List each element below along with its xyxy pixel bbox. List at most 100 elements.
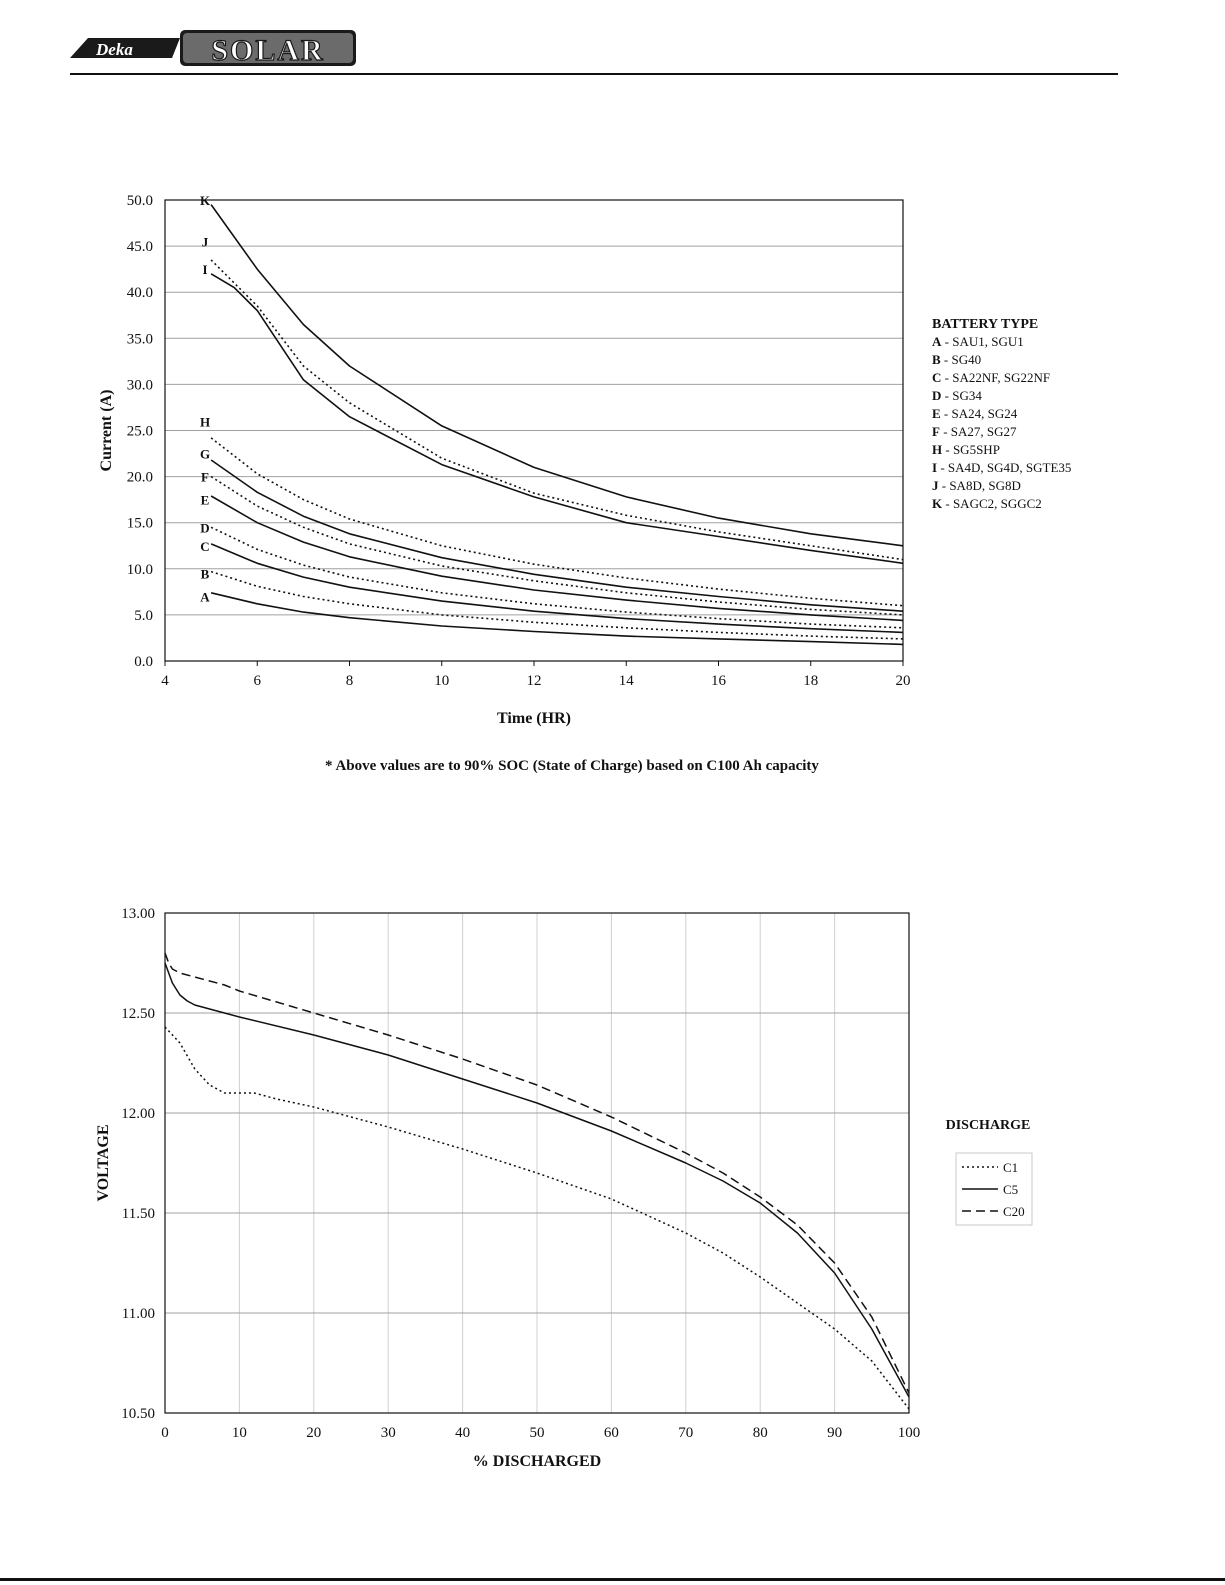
legend-entry-letter: K — [932, 496, 943, 511]
legend-entry-desc: - SAGC2, SGGC2 — [942, 496, 1042, 511]
curve-label-f: F — [201, 470, 209, 485]
x-tick-label: 100 — [898, 1425, 921, 1441]
legend-entry-c: C - SA22NF, SG22NF — [932, 370, 1050, 385]
x-tick-label: 14 — [619, 673, 635, 689]
legend-entry-e: E - SA24, SG24 — [932, 406, 1018, 421]
legend-label-c5: C5 — [1003, 1182, 1018, 1197]
logo-text-deka: Deka — [95, 40, 133, 59]
legend-entry-desc: - SG5SHP — [942, 442, 1000, 457]
x-tick-label: 70 — [678, 1425, 693, 1441]
series-line-c — [210, 543, 904, 634]
plot-frame — [164, 199, 904, 662]
deka-solar-logo: Deka SOLAR — [70, 30, 356, 68]
logo-text-solar: SOLAR — [211, 34, 324, 67]
legend-label-c1: C1 — [1003, 1160, 1018, 1175]
legend-title: DISCHARGE — [946, 1118, 1031, 1133]
y-tick-label: 35.0 — [127, 331, 153, 347]
curve-label-a: A — [200, 589, 210, 604]
y-tick-label: 11.50 — [122, 1206, 155, 1222]
legend-entry-h: H - SG5SHP — [932, 442, 1000, 457]
legend-entry-desc: - SA8D, SG8D — [939, 478, 1021, 493]
series-line-g — [210, 459, 904, 612]
x-axis-title: % DISCHARGED — [473, 1453, 601, 1470]
header-rule — [70, 73, 1118, 75]
legend-entry-k: K - SAGC2, SGGC2 — [932, 496, 1042, 511]
curve-label-j: J — [202, 234, 209, 249]
curve-label-i: I — [202, 262, 207, 277]
x-tick-label: 0 — [161, 1425, 169, 1441]
legend-entry-desc: - SAU1, SGU1 — [941, 334, 1023, 349]
series-line-b — [210, 570, 904, 640]
legend-entry-letter: F — [932, 424, 940, 439]
legend-entry-desc: - SG34 — [941, 388, 982, 403]
legend-entry-letter: A — [932, 334, 942, 349]
solar-wordmark: SOLAR — [180, 30, 356, 68]
y-tick-label: 45.0 — [127, 239, 153, 255]
legend-entry-f: F - SA27, SG27 — [932, 424, 1017, 439]
x-tick-label: 10 — [434, 673, 449, 689]
x-tick-label: 6 — [254, 673, 262, 689]
series-line-c1 — [164, 1026, 910, 1410]
legend-entry-a: A - SAU1, SGU1 — [932, 334, 1024, 349]
y-tick-label: 25.0 — [127, 424, 153, 440]
legend-entry-letter: H — [932, 442, 942, 457]
y-tick-label: 12.00 — [121, 1106, 155, 1122]
x-tick-label: 4 — [161, 673, 169, 689]
y-tick-label: 50.0 — [127, 193, 153, 209]
legend-entry-letter: E — [932, 406, 941, 421]
legend-label-c20: C20 — [1003, 1204, 1025, 1219]
legend-title: BATTERY TYPE — [932, 317, 1038, 332]
x-tick-label: 18 — [803, 673, 818, 689]
footnote: * Above values are to 90% SOC (State of … — [325, 758, 819, 774]
x-tick-label: 80 — [753, 1425, 768, 1441]
legend-entry-letter: I — [932, 460, 937, 475]
x-tick-label: 16 — [711, 673, 727, 689]
y-axis-title: Current (A) — [98, 390, 115, 472]
x-tick-label: 60 — [604, 1425, 619, 1441]
series-line-a — [210, 592, 904, 646]
legend-entry-desc: - SG40 — [941, 352, 981, 367]
series-line-c5 — [164, 962, 910, 1398]
legend-entry-desc: - SA22NF, SG22NF — [941, 370, 1050, 385]
legend-entry-desc: - SA4D, SG4D, SGTE35 — [937, 460, 1071, 475]
legend-entry-j: J - SA8D, SG8D — [932, 478, 1021, 493]
x-tick-label: 8 — [346, 673, 354, 689]
curve-label-k: K — [200, 193, 211, 208]
legend-entry-desc: - SA27, SG27 — [940, 424, 1017, 439]
x-tick-label: 90 — [827, 1425, 842, 1441]
curve-label-d: D — [200, 520, 209, 535]
legend-entry-letter: D — [932, 388, 941, 403]
series-line-j — [210, 259, 904, 561]
curve-label-b: B — [201, 566, 210, 581]
x-tick-label: 20 — [306, 1425, 321, 1441]
footer-rule — [0, 1578, 1225, 1581]
legend-entry-letter: C — [932, 370, 941, 385]
curve-label-c: C — [200, 539, 209, 554]
y-tick-label: 20.0 — [127, 470, 153, 486]
x-tick-label: 20 — [896, 673, 911, 689]
x-tick-label: 50 — [530, 1425, 545, 1441]
legend-entry-b: B - SG40 — [932, 352, 981, 367]
x-tick-label: 40 — [455, 1425, 470, 1441]
current-vs-time-chart: 0.0 5.0 10.0 15.0 20.0 25.0 30.0 35.0 40.0 45.0 50… — [98, 193, 1071, 774]
y-tick-label: 13.00 — [121, 906, 155, 922]
y-axis-title: VOLTAGE — [95, 1124, 112, 1201]
x-tick-label: 12 — [527, 673, 542, 689]
y-tick-label: 5.0 — [134, 608, 153, 624]
legend-entry-d: D - SG34 — [932, 388, 982, 403]
plot-frame — [164, 912, 910, 1414]
curve-label-e: E — [201, 493, 210, 508]
series-line-h — [210, 437, 904, 607]
x-tick-label: 30 — [381, 1425, 396, 1441]
y-tick-label: 11.00 — [122, 1306, 155, 1322]
curve-label-g: G — [200, 447, 210, 462]
y-tick-label: 0.0 — [134, 654, 153, 670]
legend-entry-i: I - SA4D, SG4D, SGTE35 — [932, 460, 1071, 475]
deka-wordmark: Deka — [70, 38, 180, 59]
series-line-i — [210, 273, 904, 565]
x-tick-label: 10 — [232, 1425, 247, 1441]
legend-entry-letter: B — [932, 352, 941, 367]
legend-entry-letter: J — [932, 478, 939, 493]
voltage-vs-discharge-chart: 0 10 20 30 40 50 60 70 80 90 100 10.50 11.00 11.50 12.… — [95, 906, 1033, 1470]
legend-entry-desc: - SA24, SG24 — [941, 406, 1018, 421]
